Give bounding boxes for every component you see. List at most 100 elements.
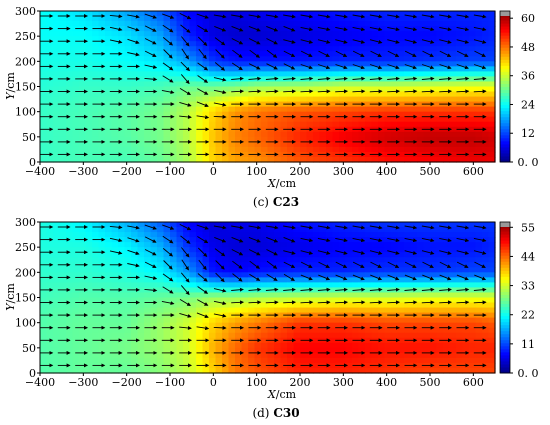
- field-cell: [241, 141, 249, 148]
- field-cell: [40, 357, 48, 364]
- field-cell: [150, 277, 158, 283]
- field-cell: [46, 327, 54, 334]
- field-cell: [482, 282, 490, 289]
- field-cell: [287, 56, 295, 62]
- field-cell: [345, 126, 353, 133]
- field-cell: [384, 267, 392, 273]
- field-cell: [137, 151, 145, 158]
- field-cell: [215, 347, 223, 354]
- field-cell: [157, 232, 165, 238]
- field-cell: [358, 56, 366, 62]
- field-cell: [423, 36, 431, 42]
- field-cell: [85, 232, 93, 238]
- field-cell: [462, 36, 470, 42]
- field-cell: [79, 272, 87, 278]
- field-cell: [417, 242, 425, 248]
- field-cell: [332, 136, 340, 143]
- field-cell: [176, 272, 184, 278]
- field-cell: [105, 317, 113, 324]
- field-cell: [293, 11, 301, 17]
- field-cell: [449, 367, 457, 374]
- velocity-vector: [387, 89, 400, 94]
- field-cell: [183, 36, 191, 42]
- field-cell: [85, 307, 93, 314]
- field-cell: [196, 352, 204, 359]
- field-cell: [222, 242, 230, 248]
- field-cell: [105, 21, 113, 27]
- field-cell: [436, 41, 444, 47]
- field-cell: [202, 327, 210, 334]
- field-cell: [345, 322, 353, 329]
- field-cell: [319, 111, 327, 118]
- field-cell: [358, 81, 366, 88]
- field-cell: [202, 106, 210, 113]
- field-cell: [469, 232, 477, 238]
- field-cell: [72, 232, 80, 238]
- field-cell: [215, 31, 223, 37]
- field-cell: [287, 257, 295, 263]
- field-cell: [163, 156, 171, 163]
- field-cell: [313, 267, 321, 273]
- velocity-vector: [179, 114, 192, 119]
- field-cell: [170, 282, 178, 289]
- field-cell: [293, 106, 301, 113]
- velocity-vector: [265, 287, 279, 292]
- field-cell: [202, 61, 210, 67]
- field-cell: [280, 232, 288, 238]
- field-cell: [475, 121, 483, 128]
- velocity-vector: [439, 261, 452, 268]
- field-cell: [313, 287, 321, 294]
- field-cell: [469, 367, 477, 374]
- field-cell: [46, 11, 54, 17]
- field-cell: [235, 36, 243, 42]
- field-cell: [332, 327, 340, 334]
- field-cell: [456, 16, 464, 22]
- field-cell: [345, 222, 353, 228]
- field-cell: [248, 302, 256, 309]
- field-cell: [254, 222, 262, 228]
- field-cell: [235, 51, 243, 57]
- field-cell: [241, 332, 249, 339]
- field-cell: [144, 81, 152, 88]
- field-cell: [228, 272, 236, 278]
- velocity-vector: [439, 250, 452, 255]
- field-cell: [404, 322, 412, 329]
- field-cell: [300, 297, 308, 304]
- field-cell: [469, 66, 477, 72]
- field-cell: [345, 302, 353, 309]
- field-cell: [124, 141, 132, 148]
- field-cell: [248, 121, 256, 128]
- field-cell: [449, 26, 457, 32]
- field-cell: [170, 46, 178, 52]
- field-cell: [137, 232, 145, 238]
- field-cell: [144, 91, 152, 98]
- velocity-vector: [473, 64, 487, 70]
- field-cell: [482, 307, 490, 314]
- field-cell: [79, 317, 87, 324]
- field-cell: [456, 332, 464, 339]
- field-cell: [228, 91, 236, 98]
- field-cell: [222, 26, 230, 32]
- field-cell: [105, 227, 113, 233]
- field-cell: [228, 71, 236, 78]
- field-cell: [456, 297, 464, 304]
- field-cell: [332, 61, 340, 67]
- field-cell: [228, 232, 236, 238]
- field-cell: [293, 352, 301, 359]
- field-cell: [332, 146, 340, 153]
- field-cell: [345, 272, 353, 278]
- field-cell: [150, 332, 158, 339]
- y-tick-label: 200: [15, 55, 36, 68]
- field-cell: [176, 322, 184, 329]
- field-cell: [352, 81, 360, 88]
- colorbar-segment: [500, 35, 510, 39]
- field-cell: [111, 302, 119, 309]
- velocity-vector: [300, 274, 313, 281]
- field-cell: [462, 302, 470, 309]
- field-cell: [150, 327, 158, 334]
- field-cell: [319, 302, 327, 309]
- field-cell: [150, 302, 158, 309]
- field-cell: [332, 41, 340, 47]
- field-cell: [358, 332, 366, 339]
- field-cell: [254, 367, 262, 374]
